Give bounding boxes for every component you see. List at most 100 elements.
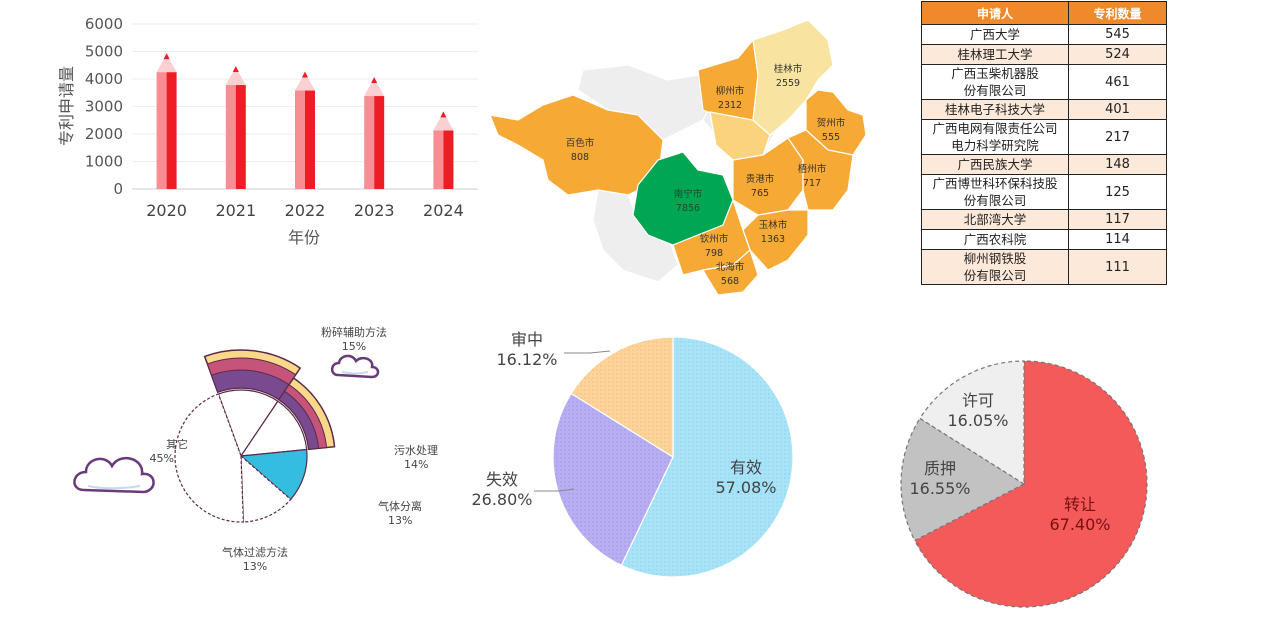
technology-radial-pie: 粉碎辅助方法 15% 污水处理 14% 气体分离 13% 气体过滤方法 13% 其它 45% [60,318,440,618]
radial-slice-pct: 13% [243,560,267,573]
table-row: 北部湾大学 117 [921,209,1167,230]
pie-slice-pct: 57.08% [715,478,776,497]
map-region-value: 765 [751,188,769,199]
bar-y-tick-label: 4000 [85,70,123,88]
pie-slice-label: 有效 [730,458,762,477]
table-header-applicant: 申请人 [921,1,1069,25]
guangxi-region-map: 桂林市 2559 柳州市 2312 贺州市 555 百色市 808 梧州市 717 南宁市 7856 贵… [488,19,870,300]
table-cell-applicant: 广西玉柴机器股份有限公司 [921,64,1069,100]
table-cell-count: 545 [1068,24,1167,45]
bar-pencil [295,71,315,189]
radial-slice [240,454,292,523]
table-cell-applicant: 北部湾大学 [921,209,1069,230]
table-header-count: 专利数量 [1068,1,1167,25]
table-cell-applicant: 广西农科院 [921,229,1069,250]
table-row: 广西玉柴机器股份有限公司 461 [921,64,1167,100]
bar-y-tick-label: 0 [113,180,123,198]
pie-slice-label: 转让 [1064,495,1096,514]
map-region-name: 百色市 [566,137,595,149]
bar-pencil [364,77,385,189]
table-cell-count: 117 [1068,209,1167,230]
map-region-value: 2559 [776,78,800,89]
pie-slice [900,417,1026,542]
table-row: 广西博世科环保科技股份有限公司 125 [921,174,1167,210]
table-cell-count: 524 [1068,44,1167,65]
radial-slice-label: 粉碎辅助方法 [321,325,387,339]
map-region-name: 桂林市 [774,63,803,75]
pie-slice-label: 许可 [962,391,994,410]
bar-chart-svg: 0 1000 2000 3000 4000 5000 6000 2020 2021 2022 20… [57,15,478,247]
bar-pencil [433,111,454,189]
table-cell-applicant: 桂林理工大学 [921,44,1069,65]
bar-x-tick-label: 2021 [215,201,256,220]
pie-slice [570,336,674,459]
map-region-value: 555 [822,132,840,143]
map-region-name: 贵港市 [746,173,775,185]
table-cell-count: 461 [1068,64,1167,100]
table-row: 广西农科院 114 [921,229,1167,250]
pie-slice-label: 质押 [924,459,956,478]
map-region-name: 玉林市 [759,219,788,231]
map-region-qinzhou [672,198,751,276]
radial-slice-pct: 13% [388,514,412,527]
bar-pencil [225,66,246,189]
pie-slice-label: 审中 [511,330,543,349]
bar-y-tick-label: 5000 [85,43,123,61]
bar-pencil [156,53,177,189]
bar-x-tick-label: 2020 [146,201,187,220]
bar-x-tick-label: 2024 [423,201,464,220]
table-row: 桂林理工大学 524 [921,44,1167,65]
map-region-value: 2312 [718,100,742,111]
radial-slice-label: 气体过滤方法 [222,545,288,559]
table-cell-count: 125 [1068,174,1167,210]
table-row: 桂林电子科技大学 401 [921,99,1167,120]
cloud-icon [73,456,155,494]
table-cell-applicant: 广西大学 [921,24,1069,45]
patent-transaction-pie: 转让 67.40% 质押 16.55% 许可 16.05% [880,350,1180,620]
pie-slice [620,336,794,578]
cloud-icon [330,354,380,379]
radial-slice-pct: 45% [150,452,174,465]
map-region-name: 贺州市 [817,117,846,129]
bar-y-axis-label: 专利申请量 [57,66,76,146]
pie-slice-pct: 16.12% [496,350,557,369]
patent-applications-bar-chart: 0 1000 2000 3000 4000 5000 6000 2020 2021 2022 20… [0,0,490,270]
bar-y-tick-label: 3000 [85,98,123,116]
map-region-hezhou [805,89,867,156]
radial-slice-label: 污水处理 [394,444,438,457]
pie-label-leader [564,350,611,354]
pie-slice-label: 失效 [486,470,518,489]
table-cell-count: 114 [1068,229,1167,250]
map-region-value: 798 [705,248,723,259]
map-region-name: 钦州市 [700,233,729,245]
table-cell-applicant: 广西电网有限责任公司电力科学研究院 [921,119,1069,155]
table-cell-count: 148 [1068,154,1167,175]
radial-slice-label: 其它 [166,437,188,451]
map-region-value: 1363 [761,234,785,245]
map-region-wuzhou [787,129,854,211]
pie-slice-pct: 26.80% [471,490,532,509]
map-region-guilin [752,19,834,136]
pie-slice-pct: 16.55% [909,479,970,498]
table-row: 柳州钢铁股份有限公司 111 [921,249,1167,285]
radial-slice [203,349,302,458]
map-region-name: 柳州市 [716,85,745,97]
pie-slice-pct: 67.40% [1049,515,1110,534]
map-region-name: 梧州市 [798,163,827,175]
table-cell-applicant: 柳州钢铁股份有限公司 [921,249,1069,285]
table-cell-count: 401 [1068,99,1167,120]
bar-x-tick-label: 2023 [354,201,395,220]
table-cell-applicant: 桂林电子科技大学 [921,99,1069,120]
pie-slice-pct: 16.05% [947,411,1008,430]
table-cell-count: 111 [1068,249,1167,285]
table-cell-count: 217 [1068,119,1167,155]
pie-slice [919,360,1025,486]
radial-slice-pct: 15% [342,340,366,353]
bar-y-tick-label: 1000 [85,153,123,171]
legal-status-pie: 有效 57.08% 失效 26.80% 审中 16.12% [460,325,820,595]
radial-slice [239,376,336,457]
map-region-name: 南宁市 [674,188,703,200]
map-region-beihai [702,248,759,296]
map-region-name: 北海市 [716,261,745,273]
